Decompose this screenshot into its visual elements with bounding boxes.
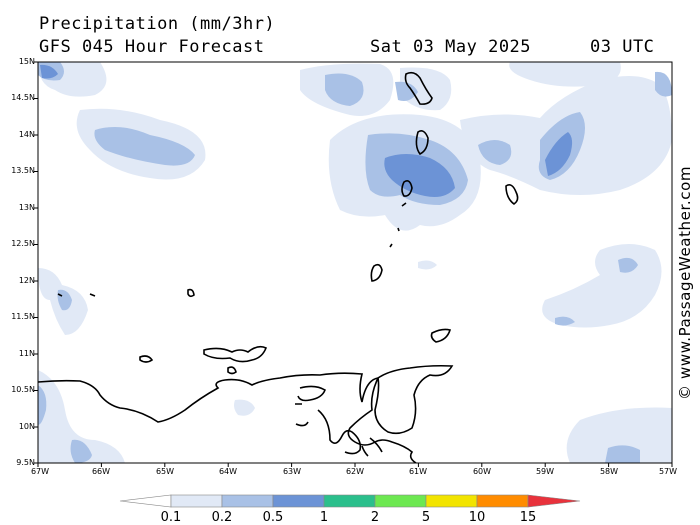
lon-label: 60W <box>472 467 492 476</box>
legend-swatch-3 <box>272 494 325 508</box>
lat-label: 11.5N <box>11 312 35 321</box>
lat-label: 14N <box>18 130 35 139</box>
lon-label: 59W <box>535 467 555 476</box>
precip-field <box>38 62 672 463</box>
valid-date: Sat 03 May 2025 <box>370 37 532 57</box>
orinoco-delta <box>361 437 383 457</box>
lat-label: 13.5N <box>11 166 35 175</box>
island-st-lucia <box>415 130 429 156</box>
legend-swatch-0 <box>119 494 172 508</box>
legend-swatch-5 <box>374 494 427 508</box>
grenadines <box>389 202 407 248</box>
lat-label: 15N <box>18 57 35 66</box>
island-tobago <box>430 328 452 343</box>
island-margarita <box>203 345 268 363</box>
axis-ticks <box>34 61 673 467</box>
legend-swatch-8 <box>527 494 581 508</box>
island-martinique <box>404 71 433 105</box>
lat-label: 13N <box>18 203 35 212</box>
lon-label: 58W <box>599 467 619 476</box>
lon-label: 61W <box>408 467 428 476</box>
site-credit: © www.PassageWeather.com <box>676 165 694 400</box>
lon-label: 65W <box>155 467 175 476</box>
lat-label: 9.5N <box>16 458 35 467</box>
lat-label: 12N <box>18 276 35 285</box>
lat-label: 12.5N <box>11 239 35 248</box>
legend-label: 10 <box>468 510 486 525</box>
lat-label: 10.5N <box>11 385 35 394</box>
legend-swatch-2 <box>221 494 274 508</box>
lon-label: 66W <box>91 467 111 476</box>
legend-label: 1 <box>319 510 329 525</box>
abc-islands <box>57 288 195 298</box>
island-barbados <box>505 184 519 205</box>
legend-swatch-1 <box>170 494 223 508</box>
lat-label: 11N <box>18 349 35 358</box>
island-grenada <box>370 263 383 282</box>
lon-label: 63W <box>282 467 302 476</box>
lon-label: 64W <box>218 467 238 476</box>
lon-label: 67W <box>30 467 50 476</box>
forecast-subtitle: GFS 045 Hour Forecast <box>39 37 265 57</box>
island-trinidad <box>374 364 454 435</box>
island-coche <box>227 366 237 375</box>
legend-label: 0.2 <box>211 510 233 525</box>
legend-label: 2 <box>370 510 380 525</box>
legend-colorbar <box>119 494 581 508</box>
legend-label: 0.5 <box>262 510 284 525</box>
lat-label: 10N <box>18 422 35 431</box>
map-title: Precipitation (mm/3hr) <box>39 14 276 34</box>
island-st-vincent <box>401 180 413 197</box>
legend-label: 5 <box>421 510 431 525</box>
valid-time: 03 UTC <box>590 37 655 57</box>
lat-label: 14.5N <box>11 93 35 102</box>
legend-swatch-7 <box>476 494 529 508</box>
legend-swatch-6 <box>425 494 478 508</box>
coastlines <box>38 71 519 463</box>
island-tortuga <box>139 355 154 363</box>
lon-label: 62W <box>345 467 365 476</box>
legend-label: 15 <box>519 510 537 525</box>
legend-label: 0.1 <box>160 510 182 525</box>
lon-label: 57W <box>658 467 678 476</box>
venezuela-coast <box>38 372 417 463</box>
legend-swatch-4 <box>323 494 376 508</box>
